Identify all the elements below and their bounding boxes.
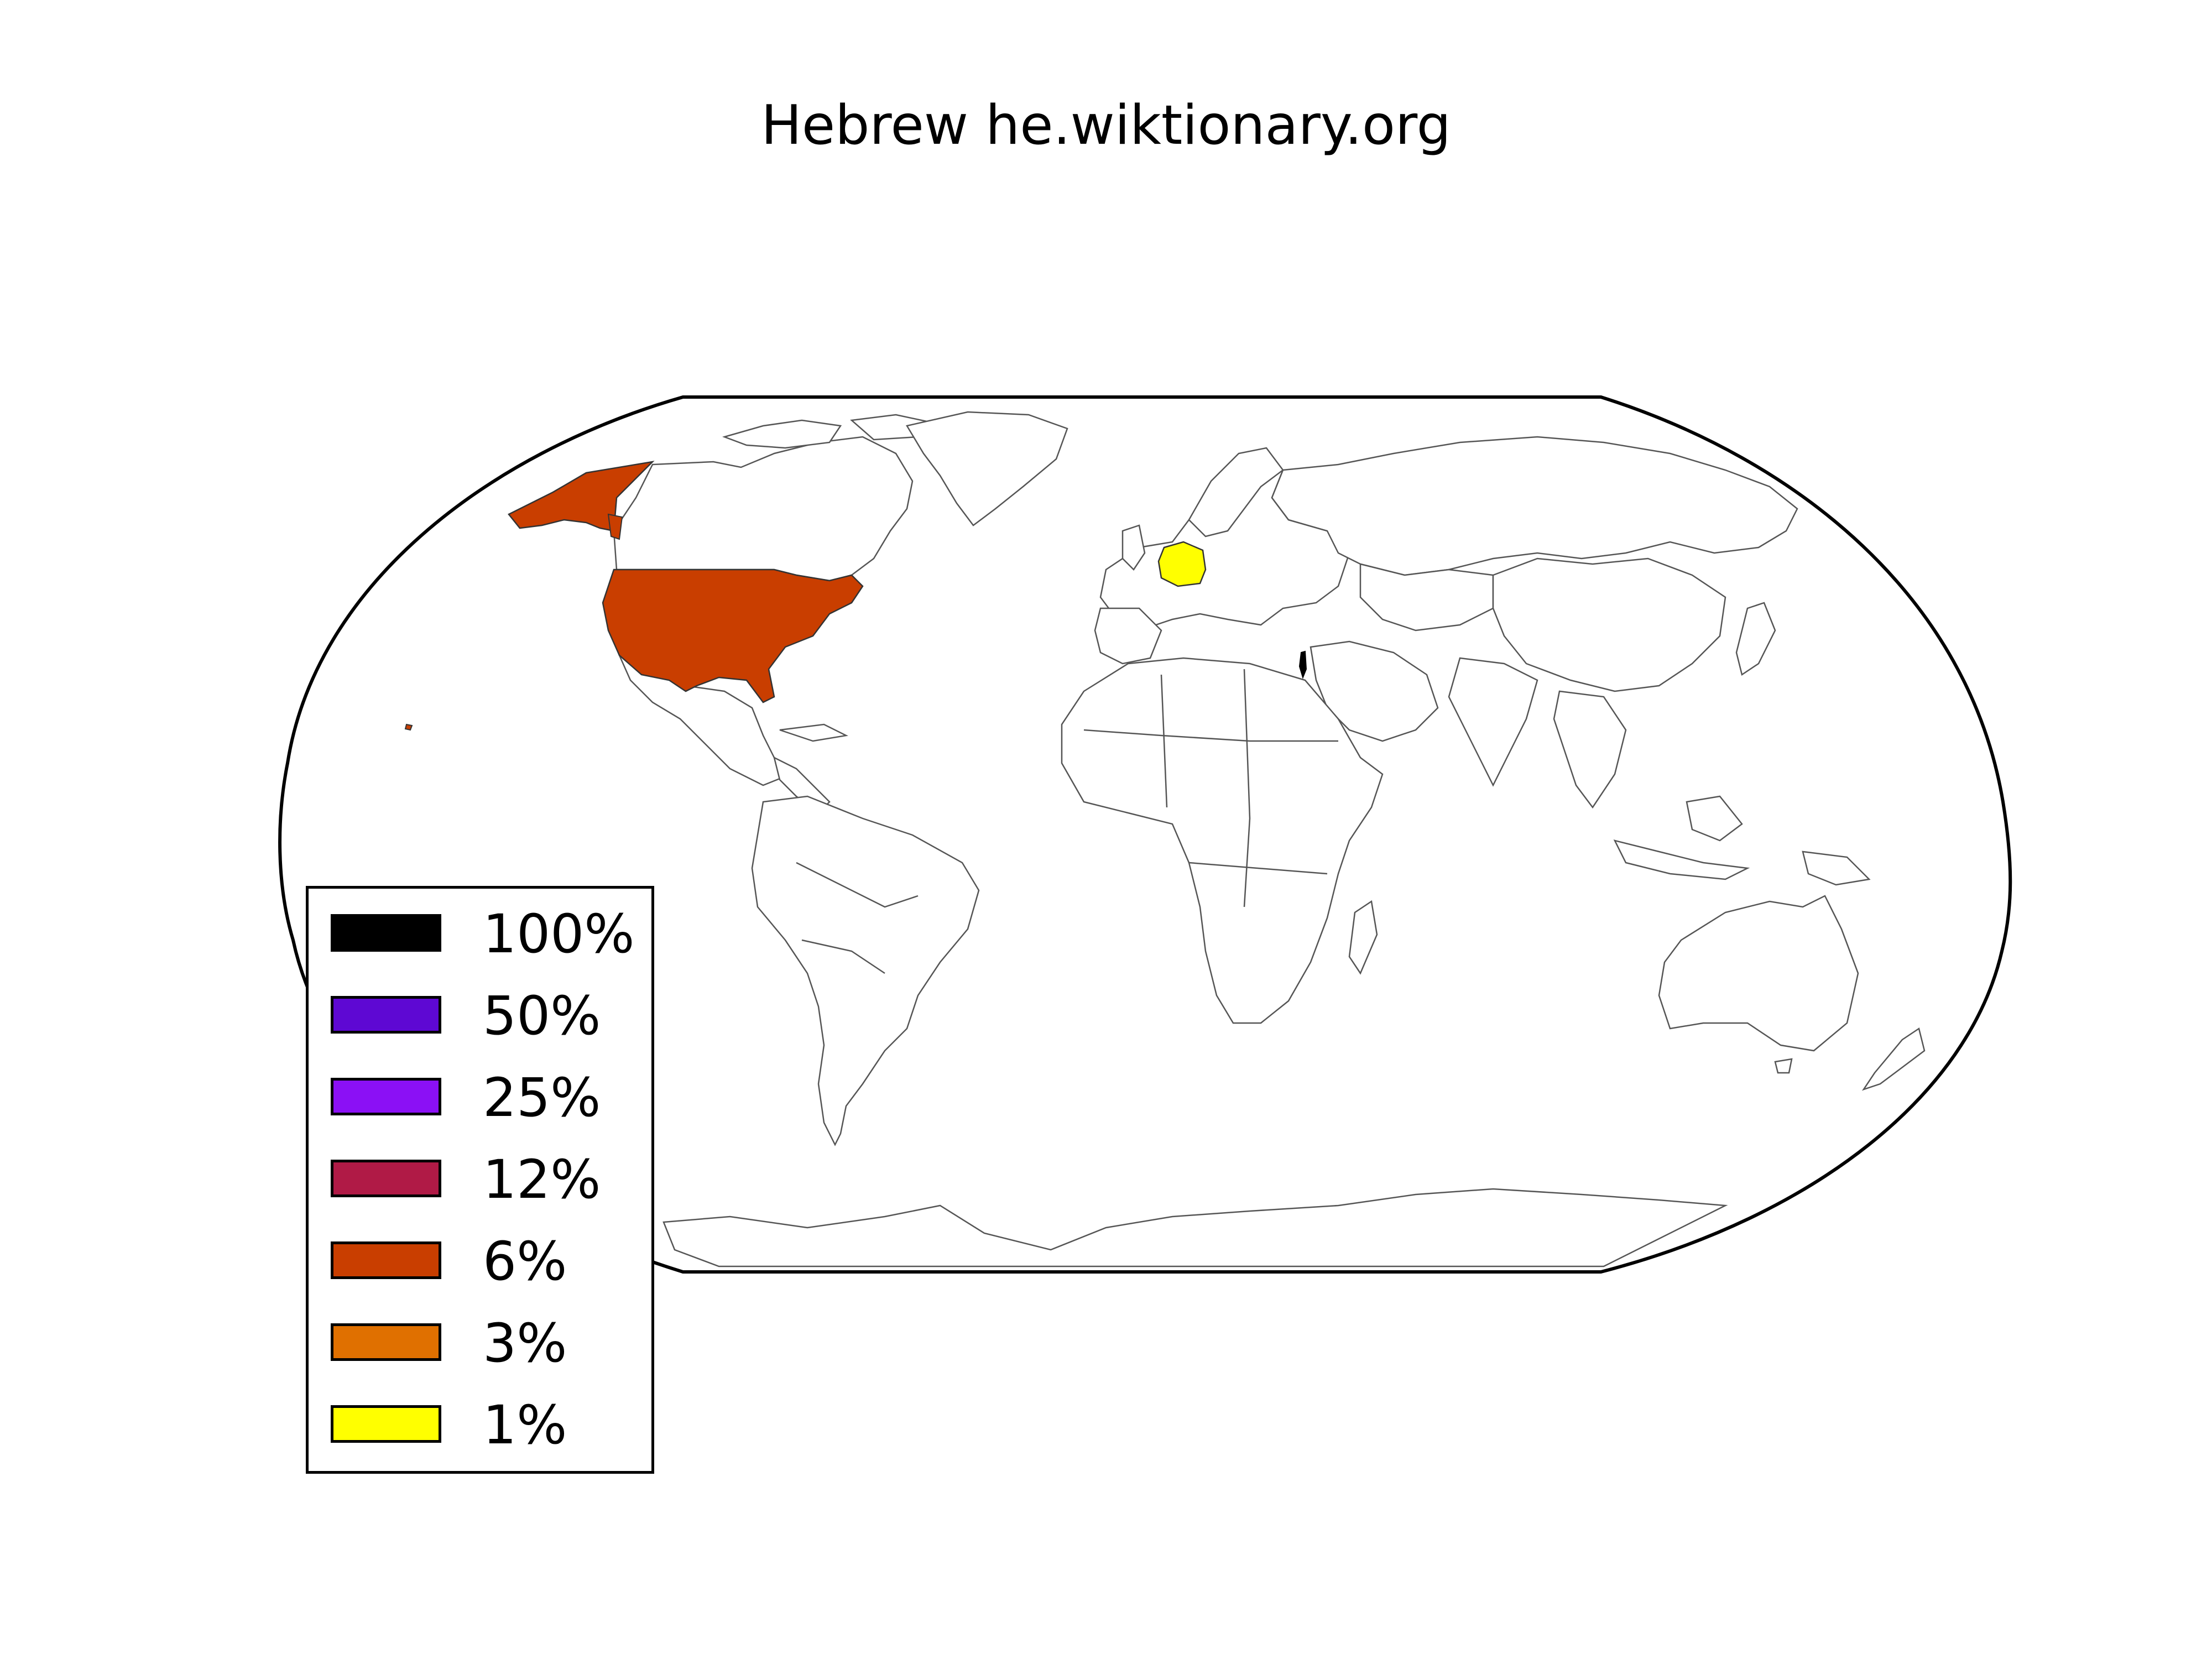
country-usa	[602, 568, 864, 703]
borneo	[1686, 795, 1743, 842]
country-usa-hawaii	[404, 723, 413, 731]
new-guinea	[1802, 851, 1871, 886]
legend-item: 100%	[331, 907, 640, 961]
country-greenland	[906, 411, 1068, 526]
country-uk	[1121, 524, 1146, 571]
legend-label: 100%	[483, 903, 635, 965]
legend-label: 50%	[483, 985, 601, 1047]
legend-item: 50%	[331, 989, 640, 1042]
legend-item: 25%	[331, 1071, 640, 1124]
land-outlines	[613, 411, 1926, 1267]
africa	[1061, 657, 1384, 1024]
legend-label: 6%	[483, 1230, 567, 1292]
country-mexico	[618, 654, 792, 786]
scandinavia	[1188, 447, 1284, 538]
legend-swatch	[331, 1241, 441, 1279]
arctic-islands	[722, 419, 842, 449]
sa-border-1	[796, 862, 919, 908]
africa-border-3	[1243, 669, 1251, 907]
indonesia	[1613, 839, 1750, 880]
country-usa-alaska-tail	[607, 513, 623, 540]
country-new-zealand	[1861, 1027, 1926, 1091]
legend: 100% 50% 25% 12% 6% 3% 1%	[306, 886, 654, 1474]
middle-east	[1310, 640, 1439, 742]
country-madagascar	[1348, 900, 1378, 975]
legend-label: 12%	[483, 1149, 601, 1211]
africa-border-2	[1160, 674, 1168, 808]
africa-border-1	[1083, 729, 1338, 742]
map-title: Hebrew he.wiktionary.org	[761, 94, 1451, 157]
central-asia	[1359, 563, 1494, 632]
country-usa-alaska	[508, 461, 655, 532]
legend-item: 1%	[331, 1399, 640, 1452]
country-china	[1492, 557, 1726, 692]
legend-label: 25%	[483, 1067, 601, 1129]
legend-label: 1%	[483, 1394, 567, 1456]
legend-label: 3%	[483, 1312, 567, 1374]
country-australia	[1658, 895, 1859, 1052]
southeast-asia	[1553, 690, 1627, 809]
caribbean-islands	[779, 723, 848, 742]
antarctica	[662, 1188, 1728, 1267]
legend-swatch	[331, 914, 441, 952]
country-tasmania	[1774, 1058, 1793, 1074]
legend-swatch	[331, 1323, 441, 1361]
country-germany	[1157, 541, 1207, 587]
africa-border-4	[1188, 862, 1328, 875]
legend-item: 3%	[331, 1317, 640, 1370]
legend-swatch	[331, 996, 441, 1034]
legend-item: 12%	[331, 1153, 640, 1206]
south-america	[751, 795, 980, 1146]
legend-swatch	[331, 1405, 441, 1443]
legend-swatch	[331, 1078, 441, 1115]
iberia	[1094, 607, 1162, 665]
legend-item: 6%	[331, 1235, 640, 1288]
sa-border-2	[801, 939, 885, 974]
russia	[1271, 436, 1798, 576]
country-israel	[1298, 650, 1307, 680]
country-india	[1448, 657, 1538, 787]
country-japan	[1735, 602, 1776, 676]
legend-swatch	[331, 1160, 441, 1197]
